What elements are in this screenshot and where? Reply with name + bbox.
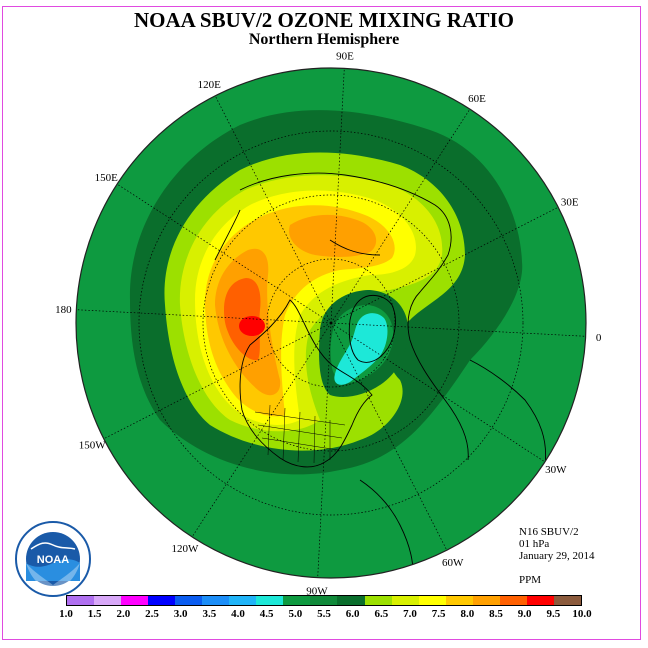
map-boundary xyxy=(75,67,587,579)
colorbar-tick-label: 2.5 xyxy=(145,608,159,620)
colorbar-tick-label: 9.5 xyxy=(546,608,561,620)
colorbar-tick-label: 10.0 xyxy=(572,608,592,620)
colorbar-tick-label: 5.0 xyxy=(288,608,303,620)
map-title: NOAA SBUV/2 OZONE MIXING RATIO xyxy=(134,8,514,32)
meridian-120w xyxy=(191,322,332,538)
colorbar-segment xyxy=(283,596,311,605)
colorbar-tick-label: 8.0 xyxy=(460,608,475,620)
colorbar-segment xyxy=(310,596,338,605)
longitude-label-60e: 60E xyxy=(468,93,486,105)
meridian-180 xyxy=(76,309,332,324)
colorbar-segment xyxy=(472,596,500,605)
longitude-label-0: 0 xyxy=(596,332,602,344)
longitude-label-150w: 150W xyxy=(79,440,107,452)
max-ozone-core xyxy=(239,316,265,336)
plot-frame xyxy=(2,6,641,640)
colorbar-segment xyxy=(391,596,419,605)
north-america-outline xyxy=(239,299,373,468)
latitude-circle-30 xyxy=(138,130,524,516)
colorbar-segment xyxy=(526,596,554,605)
meridian-90e xyxy=(330,68,345,324)
minimum-ozone-core xyxy=(334,313,388,385)
colorbar-segment xyxy=(256,596,284,605)
latitude-circle-50 xyxy=(202,194,460,452)
colorbar-tick-label: 9.0 xyxy=(517,608,532,620)
pressure-level-label: 01 hPa xyxy=(519,538,550,550)
longitude-label-60w: 60W xyxy=(442,557,464,569)
colorbar xyxy=(66,595,582,606)
us-states-grid xyxy=(254,404,346,464)
colorbar-segment xyxy=(337,596,365,605)
colorbar-tick-label: 6.0 xyxy=(345,608,360,620)
date-label: January 29, 2014 xyxy=(519,550,595,562)
map-subtitle: Northern Hemisphere xyxy=(248,31,400,48)
colorbar-segment xyxy=(445,596,473,605)
dark-orange-band xyxy=(224,278,261,361)
colorbar-tick-label: 5.5 xyxy=(317,608,331,620)
colorbar-tick-label: 1.5 xyxy=(87,608,102,620)
colorbar-tick-label: 4.0 xyxy=(231,608,245,620)
meridian-90w xyxy=(317,322,332,578)
africa-outline xyxy=(469,359,547,466)
colorbar-segment xyxy=(202,596,230,605)
longitude-label-90w: 90W xyxy=(306,586,328,598)
meridian-30w xyxy=(330,322,546,463)
colorbar-segment xyxy=(121,596,149,605)
colorbar-segment xyxy=(418,596,446,605)
noaa-logo-text: NOAA xyxy=(37,554,69,566)
longitude-label-150e: 150E xyxy=(95,172,119,184)
colorbar-segment xyxy=(499,596,527,605)
meridian-120e xyxy=(214,95,332,324)
colorbar-tick-label: 7.5 xyxy=(431,608,446,620)
satellite-label: N16 SBUV/2 xyxy=(519,526,579,538)
latitude-circle-70 xyxy=(266,258,396,388)
colorbar-segment xyxy=(229,596,257,605)
colorbar-tick-label: 8.5 xyxy=(489,608,503,620)
longitude-label-30w: 30W xyxy=(545,464,567,476)
colorbar-tick-label: 7.0 xyxy=(403,608,417,620)
noaa-logo: NOAA xyxy=(15,521,91,597)
colorbar-tick-label: 3.5 xyxy=(202,608,217,620)
graticule xyxy=(76,68,586,578)
coastlines xyxy=(214,172,547,578)
colorbar-segment xyxy=(67,596,95,605)
colorbar-segment xyxy=(175,596,203,605)
colorbar-segment xyxy=(553,596,581,605)
longitude-label-30e: 30E xyxy=(561,196,579,208)
colorbar-tick-label: 2.0 xyxy=(116,608,131,620)
meridian-60w xyxy=(330,322,448,551)
meridian-150e xyxy=(116,183,332,324)
colorbar-tick-label: 4.5 xyxy=(259,608,274,620)
orange-band-north xyxy=(289,214,377,257)
colorbar-tick-label: 6.5 xyxy=(374,608,389,620)
greenland-outline xyxy=(348,294,396,363)
colorbar-tick-label: 1.0 xyxy=(59,608,73,620)
meridian-30e xyxy=(330,206,559,324)
meridian-0 xyxy=(330,322,586,337)
unit-label: PPM xyxy=(519,574,542,586)
longitude-label-120e: 120E xyxy=(198,79,222,91)
longitude-label-180: 180 xyxy=(55,304,72,316)
longitude-label-120w: 120W xyxy=(172,543,200,555)
colorbar-tick-label: 3.0 xyxy=(173,608,188,620)
colorbar-segment xyxy=(94,596,122,605)
colorbar-segment xyxy=(364,596,392,605)
meridian-lines xyxy=(76,68,586,578)
meridian-60e xyxy=(330,108,471,324)
longitude-labels: 90E 60E 30E 0 30W 60W 90W 120W 150W 180 150E 120E xyxy=(55,50,602,597)
meridian-150w xyxy=(103,322,332,440)
colorbar-segment xyxy=(148,596,176,605)
longitude-label-90e: 90E xyxy=(336,50,354,62)
